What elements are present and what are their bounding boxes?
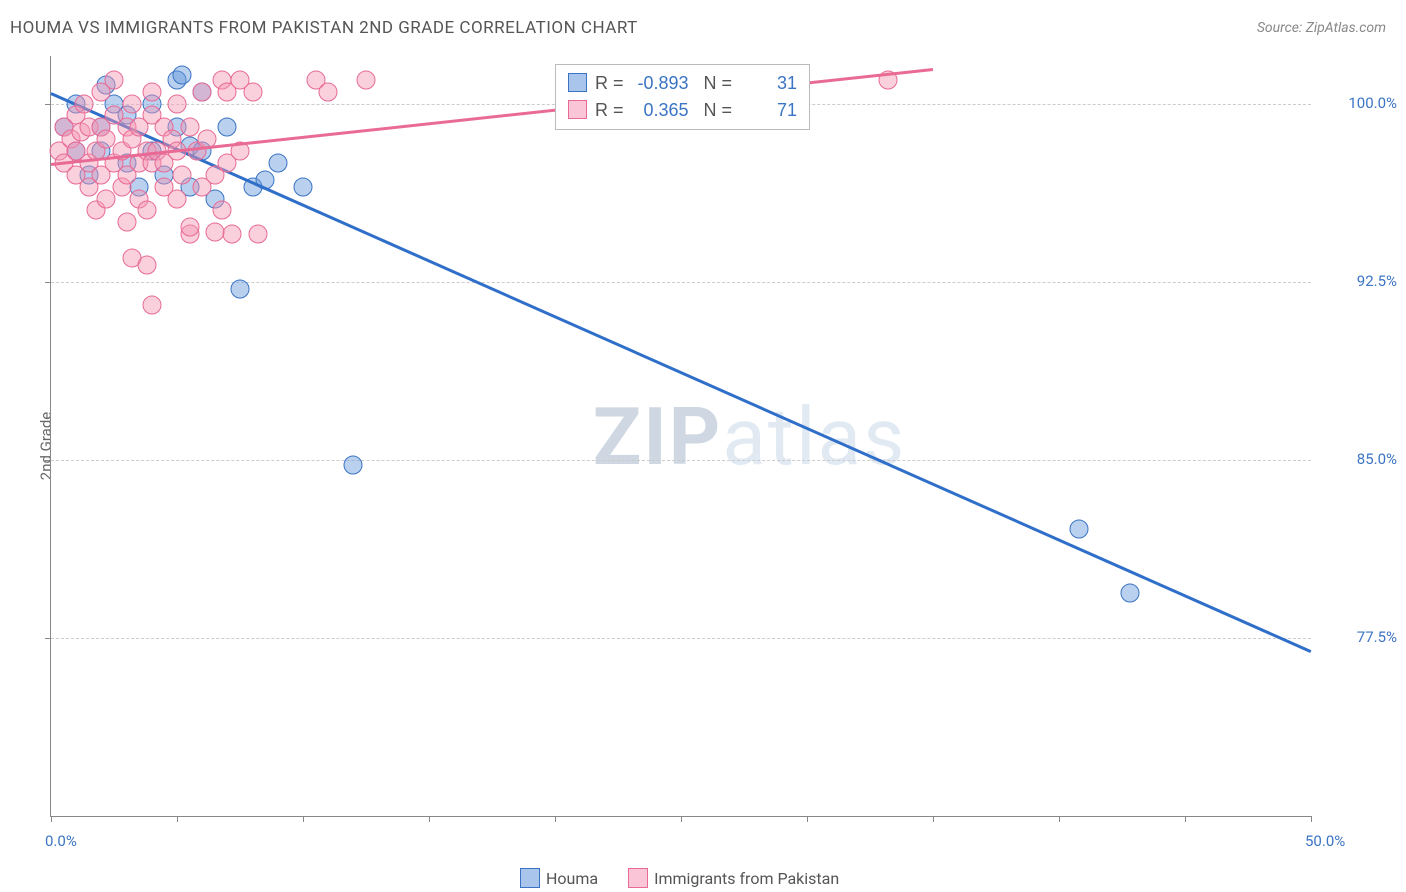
- data-point: [193, 82, 212, 101]
- data-point: [168, 189, 187, 208]
- data-point: [205, 222, 224, 241]
- legend-item: Immigrants from Pakistan: [628, 868, 839, 888]
- data-point: [142, 82, 161, 101]
- y-tick-label: 77.5%: [1357, 628, 1397, 646]
- data-point: [213, 201, 232, 220]
- regression-line: [50, 92, 1311, 652]
- data-point: [74, 94, 93, 113]
- y-tick-label: 85.0%: [1357, 450, 1397, 468]
- data-point: [231, 279, 250, 298]
- legend-swatch: [568, 73, 587, 92]
- legend-swatch: [628, 868, 648, 888]
- data-point: [1070, 519, 1089, 538]
- data-point: [137, 201, 156, 220]
- gridline-h: [51, 638, 1311, 639]
- source-attribution: Source: ZipAtlas.com: [1257, 20, 1386, 36]
- data-point: [243, 82, 262, 101]
- data-point: [180, 218, 199, 237]
- y-tick-label: 100.0%: [1348, 94, 1397, 112]
- data-point: [173, 66, 192, 85]
- data-point: [180, 118, 199, 137]
- data-point: [117, 213, 136, 232]
- stats-box: R = -0.893 N = 31R = 0.365 N = 71: [555, 64, 810, 130]
- data-point: [357, 70, 376, 89]
- legend-swatch: [520, 868, 540, 888]
- gridline-h: [51, 460, 1311, 461]
- data-point: [1120, 583, 1139, 602]
- data-point: [142, 296, 161, 315]
- data-point: [294, 177, 313, 196]
- legend-item: Houma: [520, 868, 598, 888]
- chart-title: HOUMA VS IMMIGRANTS FROM PAKISTAN 2ND GR…: [10, 18, 638, 38]
- data-point: [122, 94, 141, 113]
- data-point: [319, 82, 338, 101]
- data-point: [223, 225, 242, 244]
- y-tick-label: 92.5%: [1357, 272, 1397, 290]
- data-point: [218, 118, 237, 137]
- watermark: ZIPatlas: [593, 390, 906, 484]
- data-point: [173, 165, 192, 184]
- data-point: [168, 94, 187, 113]
- data-point: [248, 225, 267, 244]
- data-point: [137, 256, 156, 275]
- data-point: [105, 70, 124, 89]
- legend-swatch: [568, 100, 587, 119]
- data-point: [268, 153, 287, 172]
- x-tick-label: 50.0%: [1305, 832, 1345, 850]
- x-tick-label: 0.0%: [45, 832, 77, 850]
- chart-plot-area: ZIPatlas 77.5%85.0%92.5%100.0%0.0%50.0%R…: [50, 56, 1311, 817]
- legend: Houma Immigrants from Pakistan: [520, 868, 839, 888]
- data-point: [344, 455, 363, 474]
